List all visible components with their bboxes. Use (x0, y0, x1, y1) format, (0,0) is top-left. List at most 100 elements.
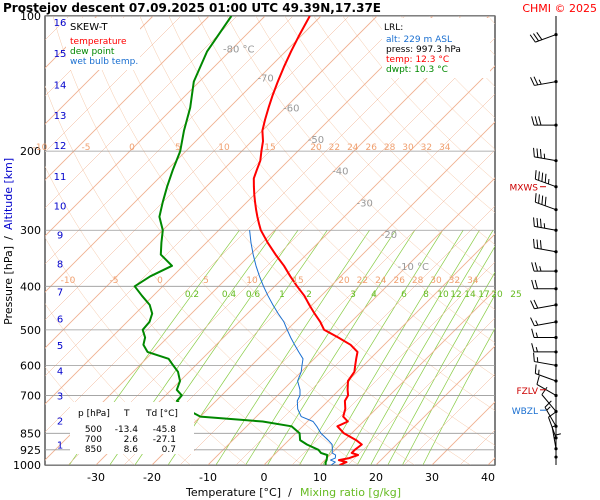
wind-barb-staff (551, 426, 557, 449)
isotherm-label: -80 °C (223, 44, 255, 55)
wind-barb (531, 343, 558, 354)
isotherm-line (45, 16, 378, 349)
isotherm-tick-200: 15 (264, 143, 275, 153)
wind-barb (533, 147, 558, 163)
wind-barb-feather (539, 149, 542, 159)
wind-barb-staff (534, 247, 557, 253)
y-tick-1000: 1000 (13, 459, 41, 472)
table-row-2-t: 8.6 (124, 445, 139, 455)
altitude-tick-15: 15 (54, 49, 67, 60)
wind-barb-feather (534, 279, 538, 289)
legend: SKEW-T temperature dew point wet bulb te… (66, 18, 140, 70)
isotherm-line (67, 37, 495, 465)
wind-barb (531, 116, 558, 127)
isotherm-line (45, 16, 266, 237)
wind-barb-feather (535, 346, 538, 353)
wind-barb (544, 400, 558, 428)
y-axis-title: Pressure [hPa] / Altitude [km] (2, 158, 15, 325)
altitude-tick-11: 11 (54, 172, 67, 183)
wind-barb-feather (533, 217, 535, 227)
wind-barb-staff (536, 384, 557, 396)
isotherm-line (45, 16, 154, 125)
isotherm-tick-400: 22 (357, 276, 368, 286)
lrl-temp: temp: 12.3 °C (386, 55, 449, 65)
isotherm-tick-400: 20 (338, 276, 350, 286)
wind-barb-feather (544, 196, 547, 206)
legend-item-wet-bulb: wet bulb temp. (70, 57, 138, 67)
isotherm-line (291, 261, 495, 465)
table-row-1-p: 700 (85, 435, 102, 445)
wind-barb-feather (544, 400, 552, 408)
isotherm-label: -20 (381, 230, 397, 241)
wind-barb (536, 375, 558, 398)
isotherm-line (375, 345, 495, 465)
y-axis-label: Pressure [hPa] (2, 246, 15, 325)
wind-barb-feather (535, 320, 539, 326)
dewpoint-line (133, 16, 329, 465)
mixing-ratio-label: 0.6 (246, 290, 261, 300)
mixing-ratio-line (341, 230, 480, 465)
isotherm-line (45, 16, 294, 265)
wind-barb-feather (538, 171, 540, 181)
table-row-0-t: -13.4 (115, 425, 139, 435)
mixing-ratio-line (215, 230, 370, 465)
isotherm-label: -30 (357, 198, 373, 209)
isotherm-tick-400: 34 (467, 276, 479, 286)
y-tick-925: 925 (20, 444, 41, 457)
isotherm-tick-400: 10 (246, 276, 258, 286)
isotherm-tick-200: -10 (33, 143, 48, 153)
dry-adiabat (255, 16, 495, 278)
legend-box (66, 18, 140, 70)
isotherm-line (207, 177, 495, 465)
wind-barb (529, 32, 558, 43)
mixing-ratio-line (402, 294, 495, 465)
mixing-ratio-label: 17 (478, 290, 489, 300)
wind-barb-staff (535, 201, 557, 211)
altitude-tick-3: 3 (57, 392, 63, 403)
isotherm-line (347, 317, 495, 465)
isotherm-line (45, 16, 434, 405)
altitude-tick-8: 8 (57, 260, 63, 271)
wind-barb-feather (546, 406, 551, 411)
isotherm-label: -50 (308, 135, 324, 146)
table-row-1-t: 2.6 (124, 435, 139, 445)
isotherm-label: -70 (257, 73, 273, 84)
isotherm-tick-200: 32 (421, 143, 432, 153)
wind-barb-feather (541, 172, 544, 182)
isotherm-line (403, 373, 495, 465)
mixing-ratio-line (422, 327, 495, 465)
isotherm-tick-400: 5 (203, 276, 209, 286)
isotherm-tick-400: 26 (393, 276, 405, 286)
lrl-box: LRL: alt: 229 m ASL press: 997.3 hPa tem… (382, 18, 490, 78)
mixing-ratio-label: 6 (401, 290, 407, 300)
legend-title: SKEW-T (70, 22, 108, 33)
isotherm-line (45, 16, 238, 209)
isotherm-tick-200: 34 (439, 143, 451, 153)
wind-barb-feather (539, 266, 542, 272)
wind-barb-feather (536, 239, 539, 249)
wind-barb-feather (544, 173, 547, 183)
isotherm-line (45, 16, 210, 181)
altitude-tick-2: 2 (57, 416, 63, 427)
lrl-dwpt: dwpt: 10.3 °C (386, 65, 448, 75)
isotherm-line (45, 16, 322, 293)
wind-barb-feather (555, 433, 561, 436)
isotherm-tick-200: 26 (365, 143, 377, 153)
mixing-ratio-label: 0.2 (185, 290, 199, 300)
wind-barb-feather (551, 424, 557, 428)
wind-barb-feather (541, 195, 544, 205)
isotherm-tick-400: -5 (110, 276, 119, 286)
isotherm-tick-200: 22 (329, 143, 340, 153)
wind-barb (531, 328, 558, 340)
wind-barb-feather (530, 300, 535, 309)
dry-adiabat (197, 16, 495, 344)
isotherm-label: -60 (283, 104, 299, 115)
y-tick-400: 400 (20, 280, 41, 293)
isotherm-tick-400: -10 (61, 276, 76, 286)
level-marker-label: WBZL (512, 407, 538, 417)
wind-barb (534, 364, 558, 383)
wind-barb-feather (531, 328, 535, 338)
wind-barb-feather (531, 116, 535, 126)
